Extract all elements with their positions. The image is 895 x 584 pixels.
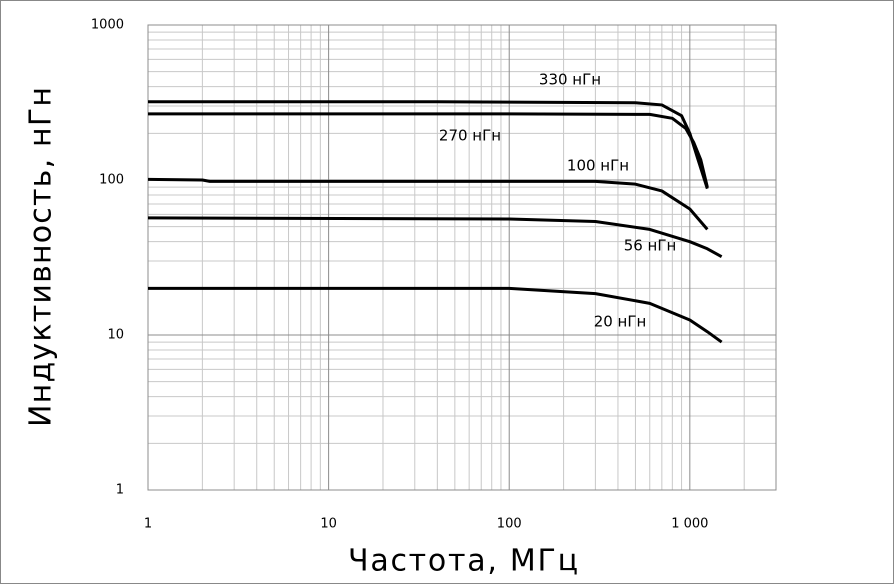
y-tick-label: 1000 (91, 18, 124, 33)
plot-border (147, 24, 777, 491)
data-line (148, 286, 723, 344)
data-line (147, 216, 723, 259)
series-label: 20 нГн (594, 313, 647, 331)
x-tick-label: 10 (320, 517, 337, 532)
y-tick-label: 1 (116, 483, 124, 498)
x-tick-label: 100 (497, 517, 522, 532)
x-axis-label: Частота, МГц (348, 544, 578, 579)
series-label: 56 нГн (624, 237, 677, 255)
data-line (148, 112, 709, 188)
x-tick-label: 1 000 (671, 517, 708, 532)
data-line (147, 177, 709, 231)
y-axis-label: Индуктивность, нГн (24, 87, 59, 427)
data-line (148, 100, 709, 190)
series-label: 330 нГн (539, 71, 601, 89)
series-label: 270 нГн (439, 127, 501, 145)
y-tick-label: 10 (107, 328, 124, 343)
y-tick-label: 100 (99, 173, 124, 188)
series-label: 100 нГн (567, 157, 629, 175)
x-tick-label: 1 (144, 517, 152, 532)
